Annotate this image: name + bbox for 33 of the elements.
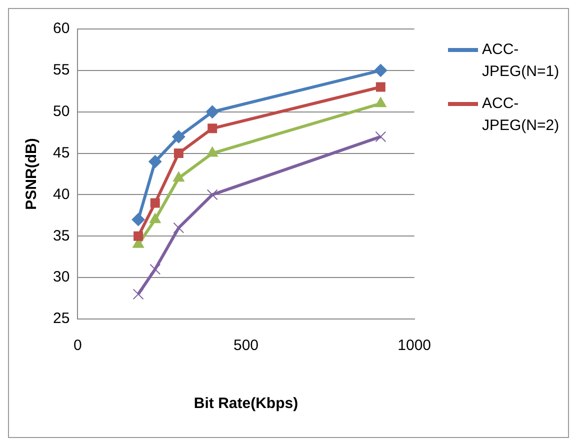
y-tick-label: 40 [52, 186, 70, 203]
x-axis-title: Bit Rate(Kbps) [194, 395, 298, 412]
point [376, 82, 386, 92]
y-tick-label: 60 [52, 20, 70, 38]
point [172, 172, 184, 182]
point [374, 97, 386, 108]
point [134, 231, 144, 241]
point [206, 105, 219, 118]
legend-label: ACC-JPEG(N=2) [482, 94, 560, 136]
y-tick-label: 30 [52, 268, 70, 286]
point [150, 198, 160, 208]
y-axis-title: PSNR(dB) [23, 138, 40, 210]
point [132, 288, 144, 300]
y-tick-label: 35 [52, 227, 70, 244]
x-tick-label: 0 [74, 337, 82, 354]
point [174, 148, 184, 158]
point [148, 155, 162, 168]
y-tick-label: 45 [52, 144, 70, 162]
point [172, 130, 186, 144]
point [149, 213, 161, 224]
y-tick-label: 50 [52, 103, 70, 120]
legend-label: ACC-JPEG(N=1) [482, 40, 560, 82]
x-tick-label: 1000 [398, 337, 432, 354]
point [208, 124, 218, 134]
y-tick-label: 25 [52, 310, 70, 328]
x-tick-label: 500 [233, 337, 259, 354]
y-tick-label: 55 [52, 62, 70, 79]
point [374, 64, 388, 77]
point [132, 213, 145, 226]
point [375, 131, 386, 142]
point [206, 146, 218, 157]
point [206, 189, 218, 200]
point [150, 264, 161, 275]
